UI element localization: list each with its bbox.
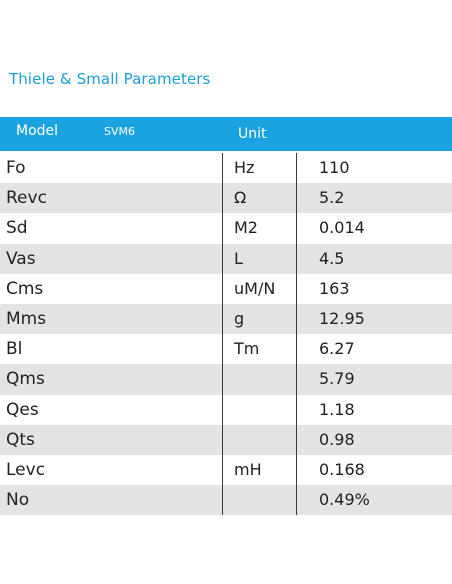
- param-name: Qms: [6, 369, 45, 390]
- column-divider: [222, 153, 223, 515]
- param-name: Qts: [6, 429, 35, 450]
- table-row: Fo Hz 110: [0, 153, 452, 183]
- table-row: Qes 1.18: [0, 395, 452, 425]
- param-value: 0.168: [319, 459, 365, 479]
- param-value: 0.98: [319, 429, 355, 449]
- param-name: Qes: [6, 399, 39, 420]
- param-unit: L: [234, 248, 243, 268]
- param-name: Cms: [6, 278, 44, 299]
- param-value: 1.18: [319, 399, 355, 419]
- param-value: 0.014: [319, 218, 365, 238]
- param-value: 5.2: [319, 188, 345, 208]
- param-value: 5.79: [319, 369, 355, 389]
- table-header: Model SVM6 Unit: [0, 117, 452, 151]
- parameters-table: Fo Hz 110 Revc Ω 5.2 Sd M2 0.014 Vas L 4…: [0, 153, 452, 516]
- table-row: Sd M2 0.014: [0, 213, 452, 243]
- model-label: Model: [16, 123, 59, 139]
- param-value: 4.5: [319, 248, 345, 268]
- param-value: 110: [319, 158, 350, 177]
- unit-column-header: Unit: [238, 126, 267, 142]
- param-unit: Hz: [234, 158, 255, 177]
- param-value: 6.27: [319, 339, 355, 359]
- column-divider: [296, 153, 297, 515]
- param-name: No: [6, 490, 30, 511]
- table-row: Revc Ω 5.2: [0, 183, 452, 214]
- page-title: Thiele & Small Parameters: [9, 70, 211, 88]
- param-unit: Ω: [234, 188, 247, 208]
- param-name: Sd: [6, 218, 28, 239]
- table-row: Qms 5.79: [0, 364, 452, 395]
- param-name: Vas: [6, 248, 36, 269]
- param-name: Mms: [6, 308, 47, 329]
- param-value: 0.49%: [319, 490, 370, 510]
- param-name: Levc: [6, 459, 46, 480]
- model-name: SVM6: [104, 125, 135, 138]
- param-value: 163: [319, 278, 350, 298]
- param-unit: uM/N: [234, 278, 276, 298]
- param-name: Revc: [6, 188, 47, 209]
- param-unit: Tm: [234, 339, 260, 359]
- param-unit: M2: [234, 218, 258, 238]
- table-row: Cms uM/N 163: [0, 274, 452, 304]
- table-row: Mms g 12.95: [0, 303, 452, 335]
- table-row: Levc mH 0.168: [0, 455, 452, 485]
- table-row: No 0.49%: [0, 485, 452, 516]
- table-row: Vas L 4.5: [0, 243, 452, 274]
- param-name: Bl: [6, 339, 23, 360]
- param-unit: g: [234, 308, 245, 328]
- param-value: 12.95: [319, 308, 365, 328]
- table-row: Bl Tm 6.27: [0, 334, 452, 364]
- param-unit: mH: [234, 459, 262, 479]
- param-name: Fo: [6, 158, 26, 178]
- table-row: Qts 0.98: [0, 424, 452, 455]
